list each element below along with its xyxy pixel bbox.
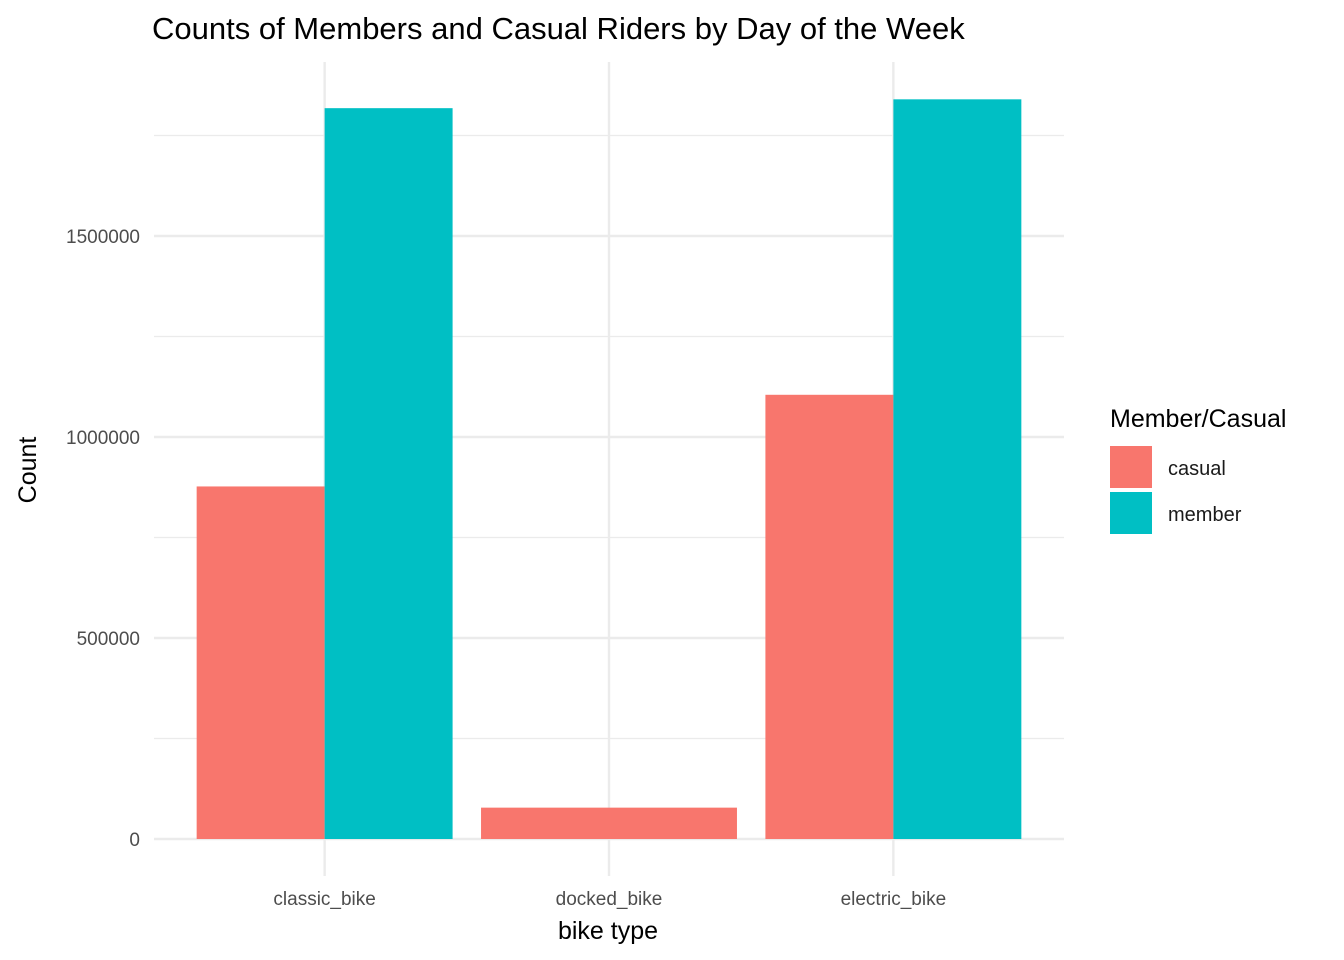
y-tick-label: 0	[129, 830, 140, 851]
bar-casual	[196, 486, 325, 839]
x-axis-title: bike type	[558, 917, 658, 945]
legend-items: casual member	[1110, 446, 1242, 534]
legend: Member/Casual casual member	[1110, 405, 1286, 534]
bar-casual	[765, 394, 894, 839]
y-tick-label: 1000000	[66, 428, 140, 449]
y-tick-label: 1500000	[66, 227, 140, 248]
legend-title: Member/Casual	[1110, 405, 1286, 433]
bars	[196, 99, 1022, 839]
y-tick-label: 500000	[77, 629, 140, 650]
legend-label-member: member	[1168, 504, 1242, 526]
x-axis-ticks: classic_bike docked_bike electric_bike	[273, 889, 946, 910]
x-tick-label: classic_bike	[273, 889, 375, 910]
legend-label-casual: casual	[1168, 458, 1226, 480]
chart-title: Counts of Members and Casual Riders by D…	[152, 11, 965, 46]
bar-member	[324, 108, 453, 839]
x-tick-label: docked_bike	[556, 889, 663, 910]
bar-member	[893, 99, 1022, 839]
legend-swatch-member	[1110, 492, 1152, 534]
legend-swatch-casual	[1110, 446, 1152, 488]
bar-casual	[481, 807, 737, 839]
x-tick-label: electric_bike	[841, 889, 947, 910]
y-axis-title: Count	[14, 437, 42, 504]
y-axis-ticks: 0 500000 1000000 1500000	[66, 227, 140, 851]
